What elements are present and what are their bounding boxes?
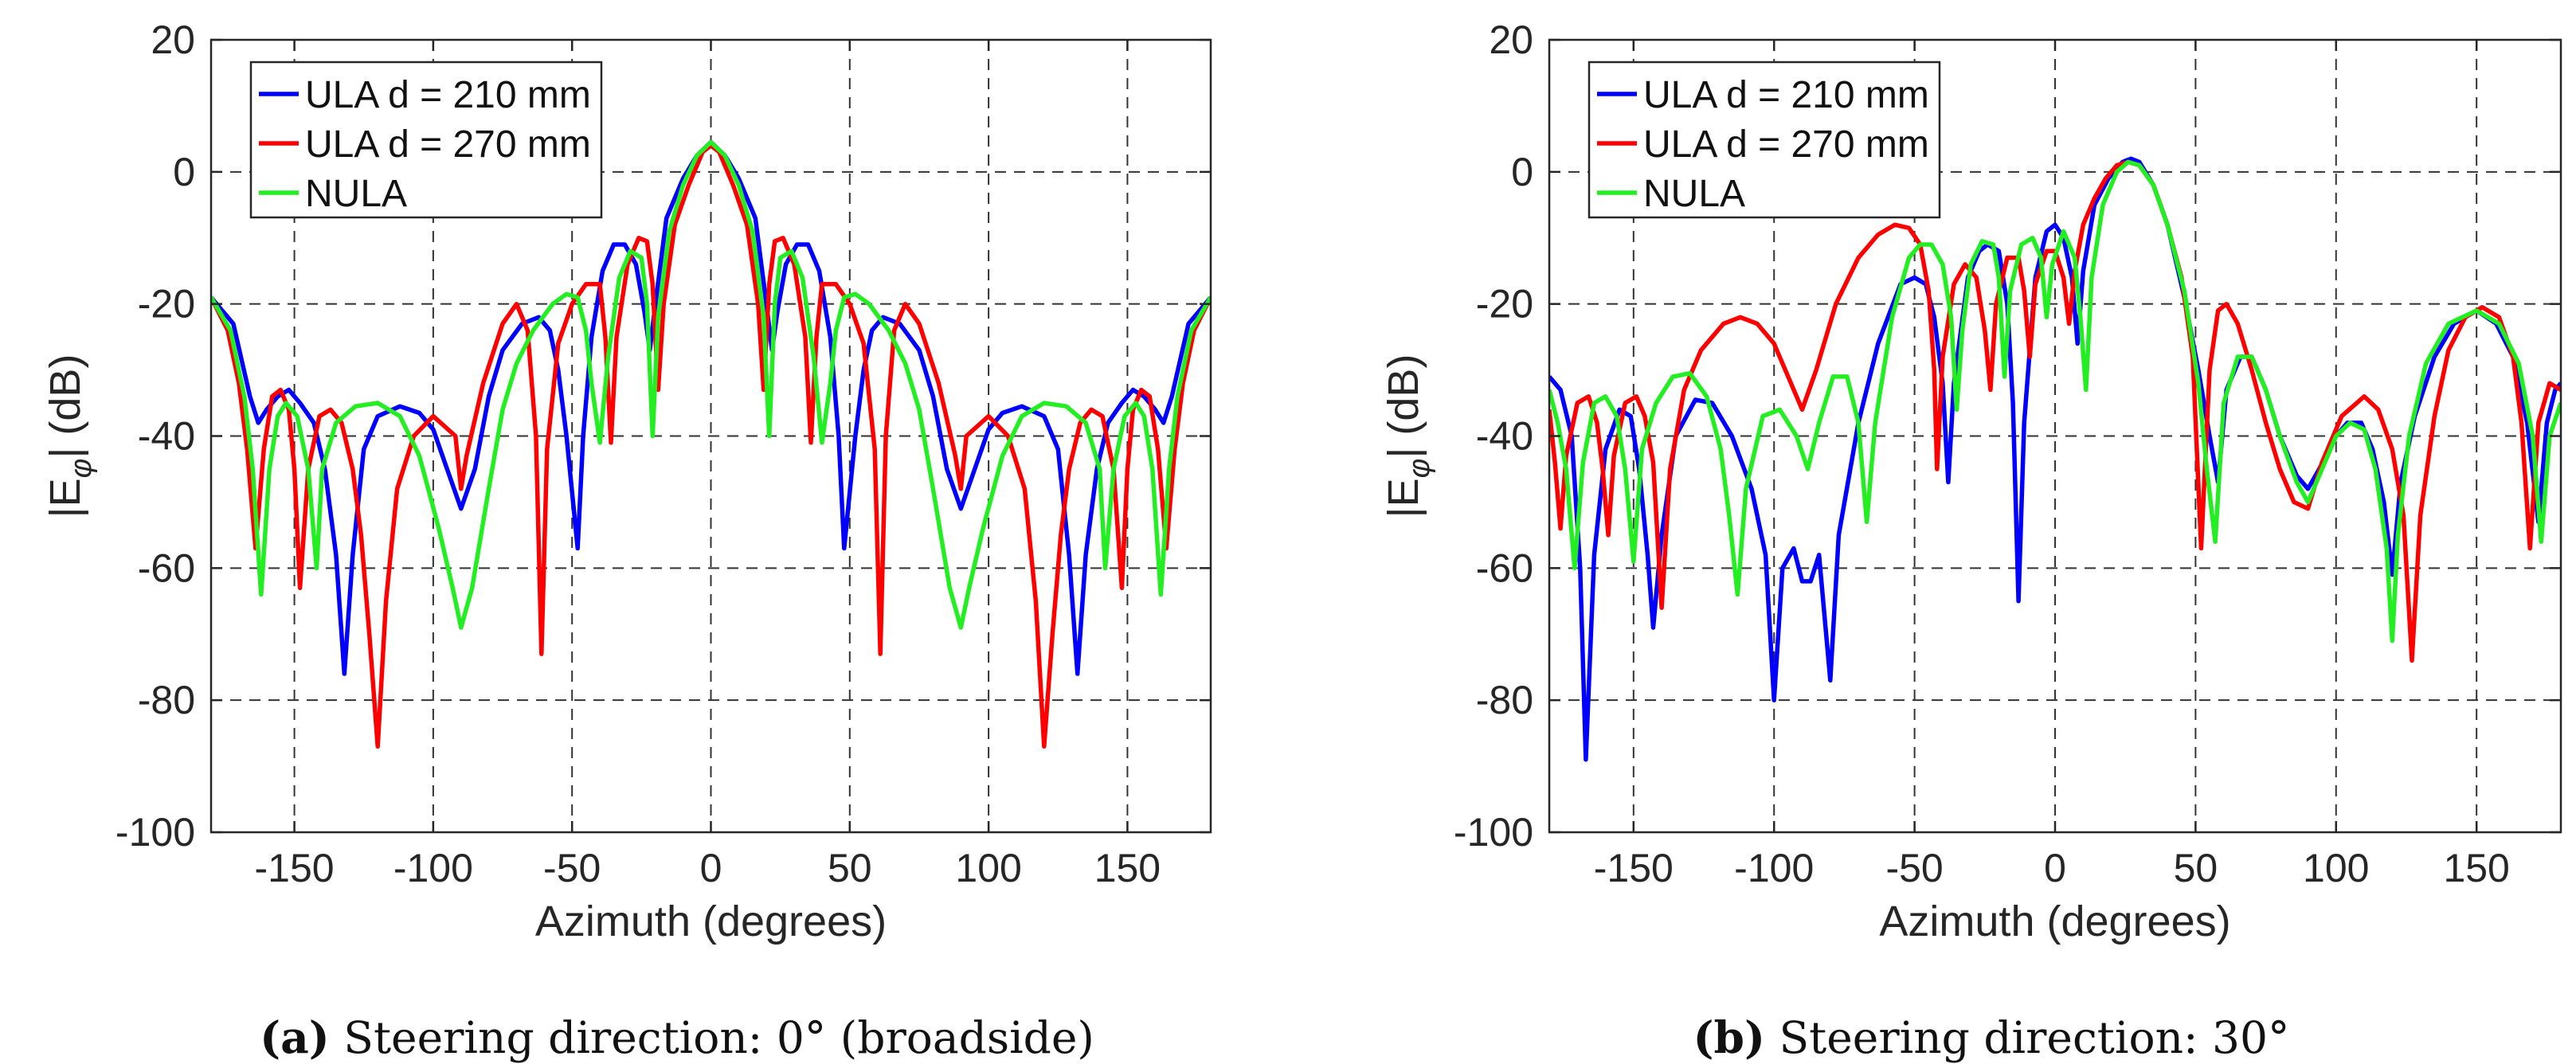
caption-a: (a) Steering direction: 0° (broadside) [199, 1011, 1155, 1063]
caption-text-a: Steering direction: 0° (broadside) [329, 1012, 1094, 1063]
y-tick-label: -40 [1476, 414, 1533, 459]
series-line-a-1 [211, 143, 1211, 749]
y-label-tail: | (dB) [1380, 354, 1427, 459]
y-label-main: |E [1380, 478, 1427, 518]
x-tick-label: -100 [1734, 846, 1814, 890]
y-tick-label: -20 [138, 282, 195, 327]
legend-a: ULA d = 210 mm ULA d = 270 mm NULA [249, 61, 603, 219]
y-label-sub: φ [65, 459, 98, 479]
x-tick-label: 150 [1094, 846, 1161, 890]
y-tick-label: -60 [1476, 546, 1533, 590]
caption-b: (b) Steering direction: 30° [1553, 1011, 2429, 1063]
legend-label: ULA d = 270 mm [305, 123, 591, 166]
y-label-main: |E [41, 478, 89, 518]
x-tick-label: 150 [2443, 846, 2509, 890]
caption-letter-b: (b) [1693, 1011, 1765, 1063]
x-tick-label: 100 [955, 846, 1021, 890]
y-axis-label: |Eφ| (dB) [41, 354, 98, 518]
x-tick-label: -50 [1885, 846, 1943, 890]
y-axis-label: |Eφ| (dB) [1380, 354, 1436, 518]
x-tick-label: 50 [828, 846, 872, 890]
x-tick-label: 100 [2303, 846, 2369, 890]
y-tick-label: -20 [1476, 282, 1533, 327]
y-label-sub: φ [1403, 459, 1436, 479]
legend-b: ULA d = 210 mm ULA d = 270 mm NULA [1587, 61, 1941, 219]
x-tick-label: -150 [1594, 846, 1674, 890]
chart-b: -150 -100 -50 0 50 100 150 -100 -80 -60 -40 -20 0 20 A… [1380, 18, 2562, 945]
x-axis-label: Azimuth (degrees) [1879, 898, 2230, 945]
x-tick-label: 50 [2174, 846, 2218, 890]
x-tick-label: 0 [2044, 846, 2066, 890]
y-tick-label: -100 [115, 810, 195, 855]
y-tick-label: -80 [138, 678, 195, 722]
series-line-b-2 [1549, 159, 2561, 643]
x-axis-label: Azimuth (degrees) [535, 898, 887, 945]
x-tick-label: 0 [700, 846, 722, 890]
legend-box [249, 61, 603, 219]
chart-a: -150 -100 -50 0 50 100 150 -100 -80 -60 -40 -20 0 20 A… [41, 18, 1212, 945]
x-tick-label: -50 [543, 846, 601, 890]
y-tick-label: -80 [1476, 678, 1533, 722]
y-tick-label: -60 [138, 546, 195, 590]
y-tick-label: -40 [138, 414, 195, 459]
y-tick-label: 0 [1511, 150, 1533, 194]
y-tick-label: 0 [173, 150, 195, 194]
y-label-tail: | (dB) [41, 354, 89, 459]
y-tick-label: 20 [1489, 18, 1533, 62]
legend-label: ULA d = 210 mm [305, 74, 591, 116]
x-tick-label: -100 [393, 846, 473, 890]
legend-label: ULA d = 210 mm [1643, 74, 1929, 116]
x-tick-label: -150 [255, 846, 335, 890]
series-line-a-2 [211, 139, 1211, 630]
y-tick-label: -100 [1454, 810, 1533, 855]
legend-label: NULA [305, 173, 407, 215]
caption-letter-a: (a) [260, 1011, 330, 1063]
y-tick-label: 20 [151, 18, 195, 62]
legend-label: ULA d = 270 mm [1643, 123, 1929, 166]
caption-text-b: Steering direction: 30° [1764, 1012, 2290, 1063]
series-line-b-1 [1549, 159, 2561, 663]
legend-box [1587, 61, 1941, 219]
legend-label: NULA [1643, 173, 1745, 215]
